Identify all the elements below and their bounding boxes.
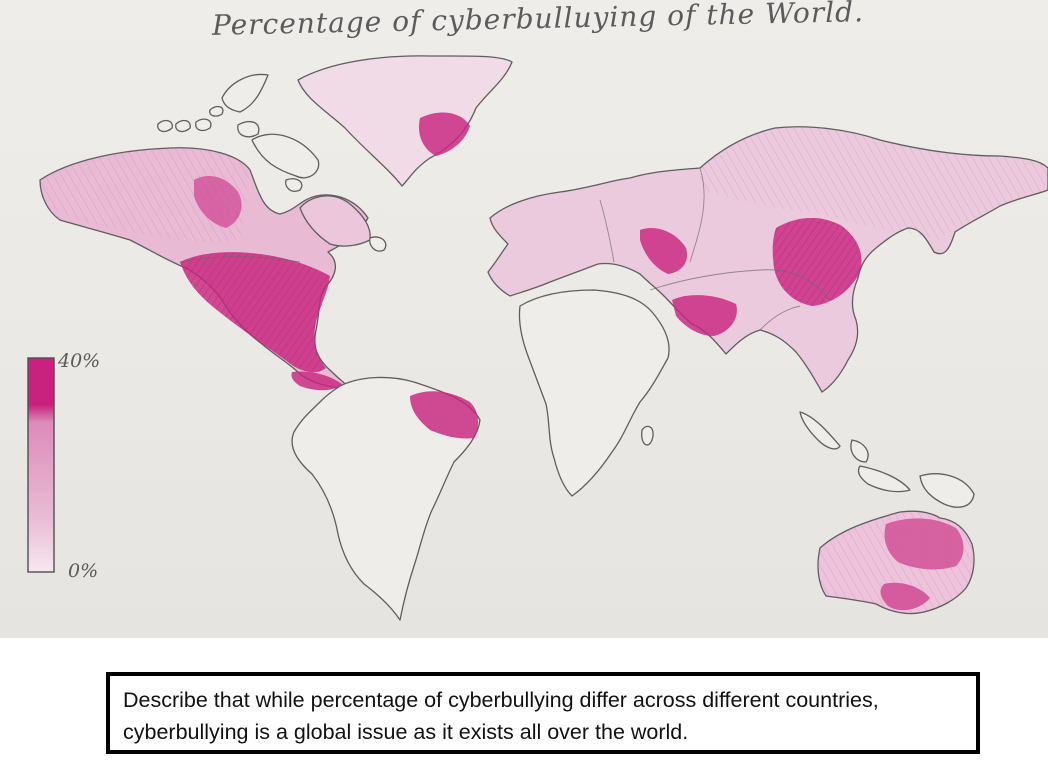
arctic-island: [251, 133, 320, 179]
arctic-island: [157, 119, 173, 133]
arctic-island: [195, 118, 212, 132]
map-paper: Percentage of cyberbulluying of the Worl…: [0, 0, 1048, 638]
legend-min-label: 0%: [68, 560, 99, 582]
newfoundland: [369, 236, 387, 252]
shade-mexico: [291, 371, 342, 391]
arctic-island: [209, 105, 224, 117]
africa-region: [518, 289, 670, 497]
caption-box: Describe that while percentage of cyberb…: [106, 672, 980, 754]
greenland-region: [297, 55, 513, 187]
caption-text: Describe that while percentage of cyberb…: [123, 688, 879, 744]
arctic-island: [285, 178, 303, 192]
new-guinea: [919, 473, 975, 508]
arctic-island: [221, 73, 269, 113]
shade-brazil: [410, 391, 479, 439]
arctic-island: [237, 120, 260, 138]
world-map: [27, 55, 1048, 621]
arctic-island: [175, 119, 191, 133]
shade-central-asia: [640, 228, 688, 274]
indonesia-island: [799, 411, 841, 450]
shade-greenland: [418, 112, 470, 156]
legend-bar: [27, 357, 55, 573]
legend-max-label: 40%: [58, 350, 101, 372]
indonesia-island: [850, 439, 869, 463]
madagascar: [641, 425, 654, 446]
shade-india: [672, 295, 737, 336]
indonesia-island: [857, 465, 911, 493]
